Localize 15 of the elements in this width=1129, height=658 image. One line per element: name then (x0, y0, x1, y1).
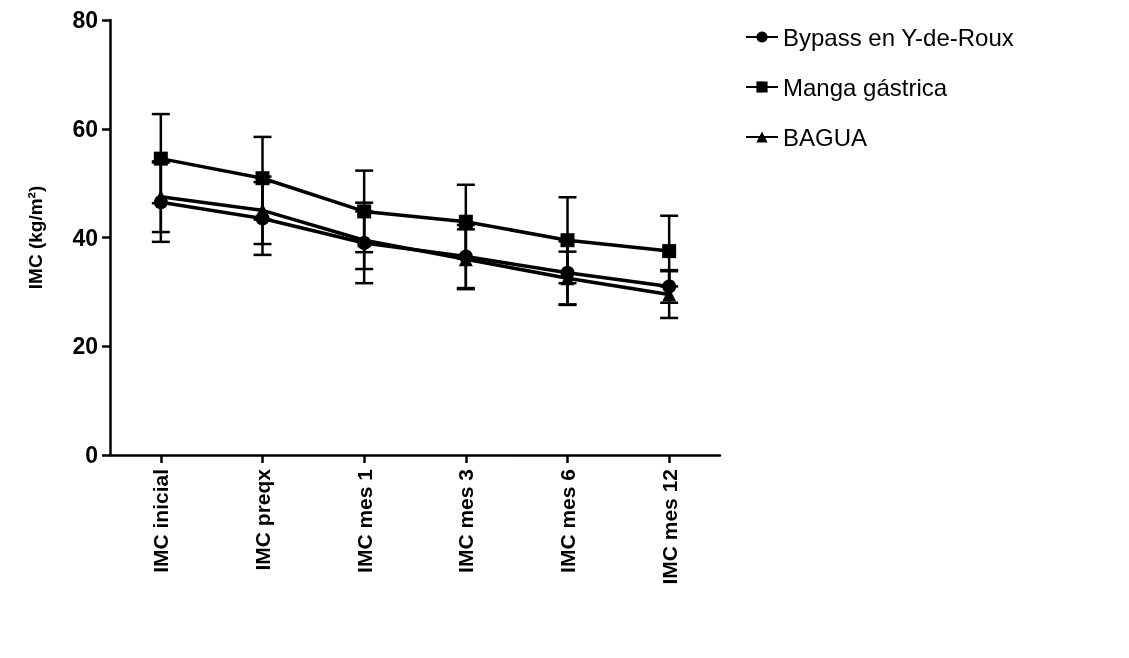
legend-label: BAGUA (783, 123, 868, 151)
x-tick-label: IMC preqx (251, 468, 274, 571)
y-tick-label: 20 (72, 333, 98, 360)
y-tick-label: 80 (72, 7, 98, 33)
x-tick-label: IMC mes 6 (556, 469, 579, 573)
x-tick-label: IMC mes 12 (657, 469, 681, 585)
x-tick-label: IMC mes 1 (352, 468, 376, 573)
y-tick-label: 0 (85, 442, 98, 468)
y-tick-label: 60 (72, 115, 98, 142)
legend-label: Manga gástrica (783, 73, 948, 101)
x-tick-label: IMC inicial (149, 469, 173, 573)
x-tick-label: IMC mes 3 (454, 469, 478, 573)
y-tick-label: 40 (72, 224, 98, 251)
legend-label: Bypass en Y-de-Roux (783, 23, 1014, 51)
y-axis-title: IMC (kg/m²) (25, 185, 46, 290)
